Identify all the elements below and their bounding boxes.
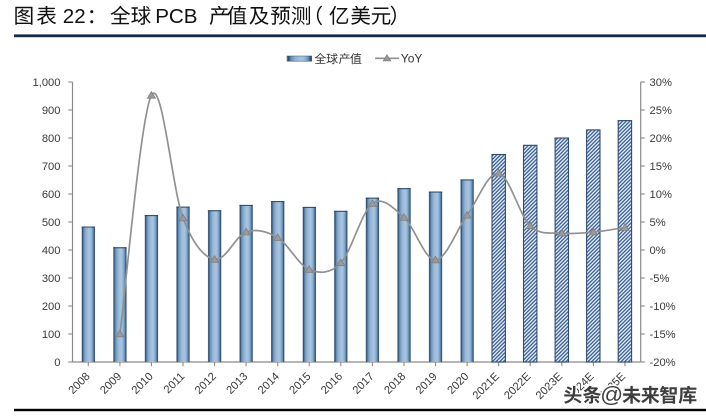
svg-text:800: 800	[42, 133, 61, 145]
svg-text:-5%: -5%	[650, 273, 670, 285]
svg-text:-10%: -10%	[650, 301, 676, 313]
svg-text:500: 500	[42, 217, 61, 229]
svg-text:YoY: YoY	[401, 51, 423, 65]
svg-text:900: 900	[42, 105, 61, 117]
svg-text:200: 200	[42, 301, 61, 313]
svg-text:PCB: PCB	[155, 5, 197, 28]
svg-text:100: 100	[42, 329, 61, 341]
svg-text:0%: 0%	[650, 245, 666, 257]
svg-text:10%: 10%	[650, 189, 672, 201]
svg-text:-15%: -15%	[650, 329, 676, 341]
svg-text:5%: 5%	[650, 217, 666, 229]
svg-text:15%: 15%	[650, 161, 672, 173]
svg-text:30%: 30%	[650, 77, 672, 89]
svg-text:22: 22	[63, 5, 86, 28]
svg-text:1,000: 1,000	[33, 77, 61, 89]
svg-text:400: 400	[42, 245, 61, 257]
svg-text:700: 700	[42, 161, 61, 173]
svg-text:-20%: -20%	[650, 357, 676, 369]
svg-text:@: @	[600, 382, 623, 407]
svg-text:0: 0	[54, 357, 60, 369]
svg-text:600: 600	[42, 189, 61, 201]
svg-text:20%: 20%	[650, 133, 672, 145]
svg-text:25%: 25%	[650, 105, 672, 117]
svg-text:300: 300	[42, 273, 61, 285]
